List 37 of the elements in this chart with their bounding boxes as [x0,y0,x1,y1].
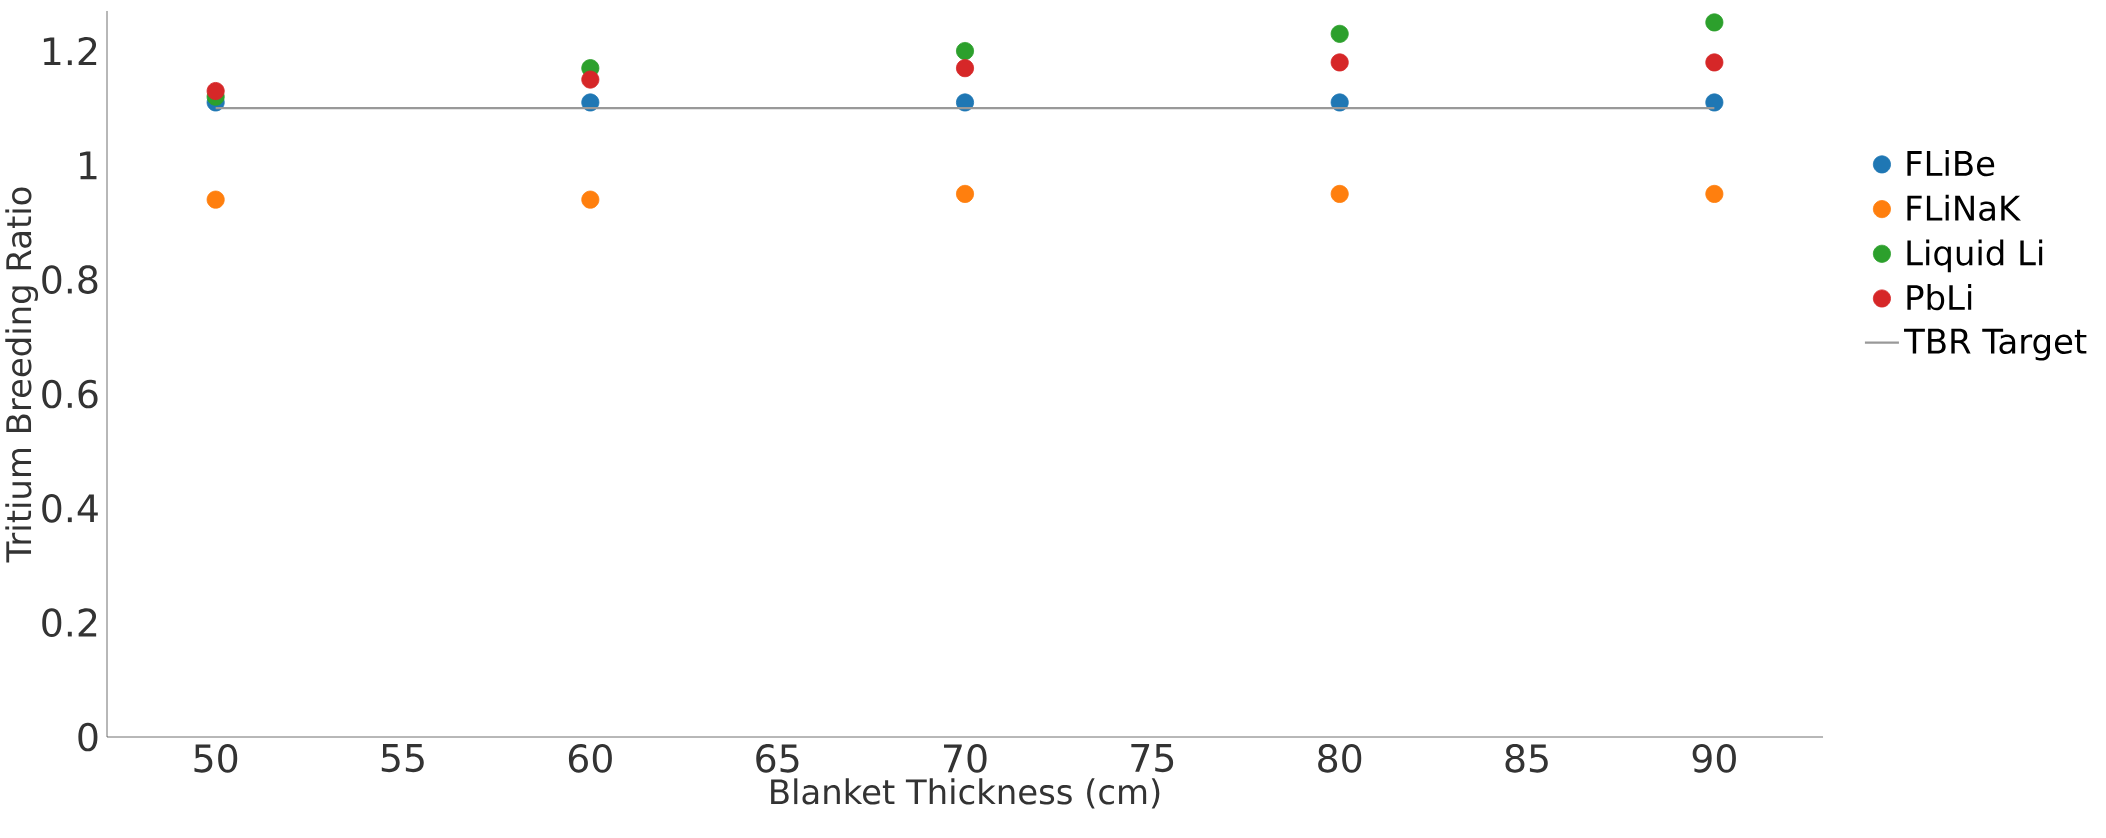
x-axis-title: Blanket Thickness (cm) [771,778,1160,809]
point [956,59,975,78]
point [1705,93,1724,112]
point [1705,184,1724,203]
point [581,70,600,89]
y-tick-label: 0.8 [42,265,98,294]
legend-label: FLiNaK [1907,194,2021,221]
y-tick-label: 1.2 [43,36,97,66]
x-tick-label: 80 [1318,744,1362,773]
x-tick-label: 55 [381,744,424,773]
point [1330,53,1349,72]
point [581,190,600,209]
x-tick-label: 75 [1131,744,1174,773]
x-tick-label: 60 [568,744,612,773]
x-tick-label: 85 [1505,744,1548,773]
y-axis-title: Tritium Breeding Ratio [5,187,39,563]
point [206,190,225,209]
point [206,82,225,101]
legend-label: PbLi [1907,284,1972,311]
point [1330,24,1349,43]
legend-label: FLiBe [1907,150,1995,177]
y-tick-label: 0 [78,722,98,752]
x-tick-label: 70 [944,744,987,773]
point [956,184,975,203]
point [1705,13,1724,32]
y-tick-label: 0.6 [42,379,98,409]
point [1705,53,1724,72]
x-tick-label: 90 [1692,744,1736,773]
legend-label: Liquid Li [1907,239,2043,273]
point [1330,184,1349,203]
y-tick-label: 1 [80,151,97,180]
y-tick-label: 0.2 [42,608,97,637]
x-tick-label: 65 [756,744,799,773]
legend-label: TBR Target [1904,328,2087,361]
x-tick-label: 50 [194,744,238,773]
point [956,42,975,61]
y-tick-label: 0.4 [42,494,98,523]
